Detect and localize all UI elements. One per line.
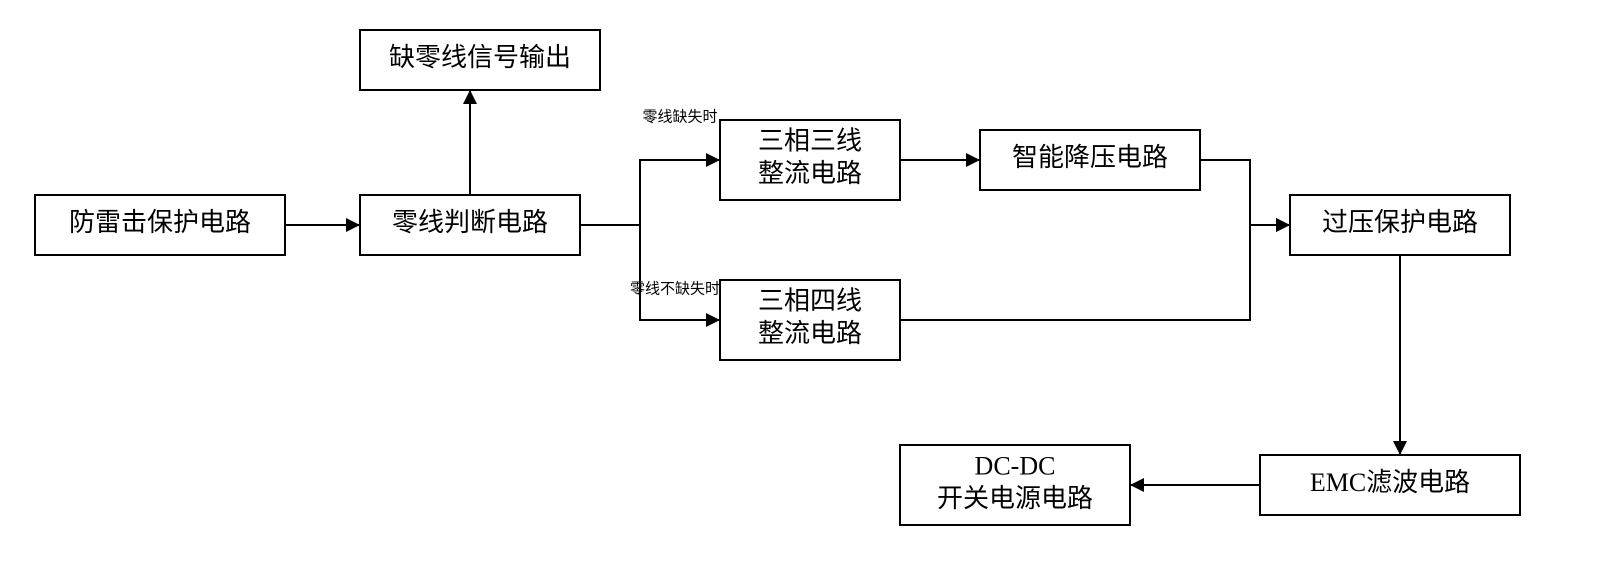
node-neutral: 零线判断电路 <box>360 195 580 255</box>
edge-buck-to-ovp <box>1200 160 1290 225</box>
node-rect4-label: 三相四线 <box>758 287 862 316</box>
edge-label-neutral-to-rect4: 零线不缺失时 <box>630 280 720 297</box>
node-emc-label: EMC滤波电路 <box>1310 468 1470 497</box>
node-signal_out-label: 缺零线信号输出 <box>389 43 571 72</box>
nodes-layer: 防雷击保护电路零线判断电路缺零线信号输出三相三线整流电路三相四线整流电路智能降压… <box>35 30 1520 525</box>
node-lightning: 防雷击保护电路 <box>35 195 285 255</box>
node-neutral-label: 零线判断电路 <box>392 208 548 237</box>
node-rect4: 三相四线整流电路 <box>720 280 900 360</box>
node-ovp: 过压保护电路 <box>1290 195 1510 255</box>
edge-label-neutral-to-rect3: 零线缺失时 <box>642 108 717 125</box>
node-dcdc-label: DC-DC <box>975 452 1056 481</box>
edge-neutral-to-rect3 <box>580 160 720 225</box>
edge-neutral-to-rect4 <box>580 225 720 320</box>
node-emc: EMC滤波电路 <box>1260 455 1520 515</box>
node-dcdc-label: 开关电源电路 <box>937 484 1093 513</box>
node-rect3: 三相三线整流电路 <box>720 120 900 200</box>
node-buck-label: 智能降压电路 <box>1012 143 1168 172</box>
node-ovp-label: 过压保护电路 <box>1322 208 1478 237</box>
flowchart-diagram: 零线缺失时零线不缺失时防雷击保护电路零线判断电路缺零线信号输出三相三线整流电路三… <box>0 0 1608 584</box>
node-rect4-label: 整流电路 <box>758 319 862 348</box>
node-signal_out: 缺零线信号输出 <box>360 30 600 90</box>
node-lightning-label: 防雷击保护电路 <box>69 208 251 237</box>
edge-rect4-to-ovp <box>900 225 1290 320</box>
node-rect3-label: 三相三线 <box>758 127 862 156</box>
node-dcdc: DC-DC 开关电源电路 <box>900 445 1130 525</box>
node-rect3-label: 整流电路 <box>758 159 862 188</box>
node-buck: 智能降压电路 <box>980 130 1200 190</box>
